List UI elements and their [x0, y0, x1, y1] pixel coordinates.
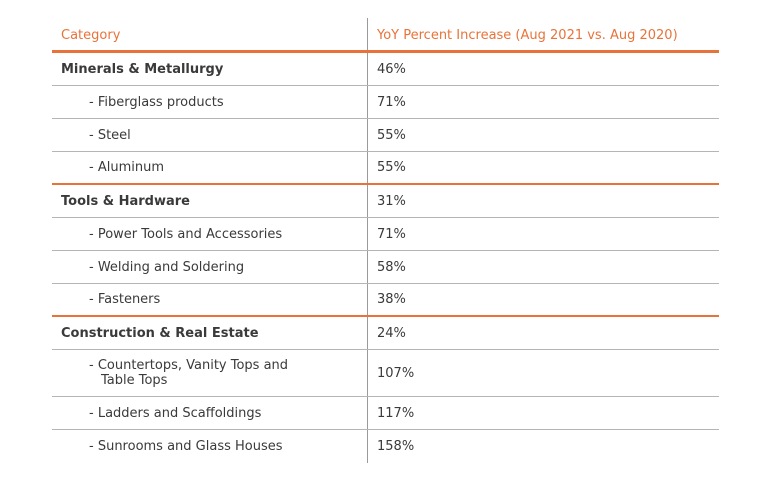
row-value: 38% [377, 292, 406, 307]
row-value: 58% [377, 259, 406, 275]
row-category: - Welding and Soldering [52, 251, 368, 283]
row-category: - Sunrooms and Glass Houses [52, 430, 368, 463]
row-value: 46% [377, 61, 406, 77]
row-value: 55% [377, 160, 406, 175]
table-row: - Aluminum 55% [52, 152, 719, 185]
table-row: - Fasteners 38% [52, 284, 719, 317]
row-value: 55% [377, 127, 406, 143]
row-category: - Fiberglass products [52, 86, 368, 118]
row-value: 107% [377, 365, 415, 381]
row-value: 71% [377, 226, 406, 242]
header-increase: YoY Percent Increase (Aug 2021 vs. Aug 2… [377, 27, 678, 43]
row-category: - Power Tools and Accessories [52, 218, 368, 250]
row-category: Minerals & Metallurgy [52, 53, 368, 85]
row-value: 24% [377, 325, 406, 341]
table-row: - Welding and Soldering 58% [52, 251, 719, 284]
row-value: 158% [377, 439, 415, 454]
table-row: - Fiberglass products 71% [52, 86, 719, 119]
row-category-line1: - Countertops, Vanity Tops and [89, 358, 289, 373]
row-category: - Steel [52, 119, 368, 151]
row-category: - Aluminum [52, 152, 368, 183]
row-category: - Fasteners [52, 284, 368, 315]
table-row: - Countertops, Vanity Tops and Table Top… [52, 350, 719, 397]
table-header: Category YoY Percent Increase (Aug 2021 … [52, 18, 719, 53]
row-value: 31% [377, 193, 406, 209]
row-category-line2: Table Tops [101, 373, 168, 388]
table-row: - Sunrooms and Glass Houses 158% [52, 430, 719, 463]
table-row: - Steel 55% [52, 119, 719, 152]
row-value: 117% [377, 405, 415, 421]
table-row: Minerals & Metallurgy 46% [52, 53, 719, 86]
row-category: - Ladders and Scaffoldings [52, 397, 368, 429]
row-value: 71% [377, 94, 406, 110]
header-category: Category [52, 18, 368, 50]
category-table: Category YoY Percent Increase (Aug 2021 … [52, 18, 719, 463]
table-row: Tools & Hardware 31% [52, 185, 719, 218]
row-category: Construction & Real Estate [52, 317, 368, 349]
row-category: Tools & Hardware [52, 185, 368, 217]
row-category: - Countertops, Vanity Tops and Table Top… [52, 350, 368, 396]
table-row: Construction & Real Estate 24% [52, 317, 719, 350]
table-row: - Ladders and Scaffoldings 117% [52, 397, 719, 430]
table-row: - Power Tools and Accessories 71% [52, 218, 719, 251]
